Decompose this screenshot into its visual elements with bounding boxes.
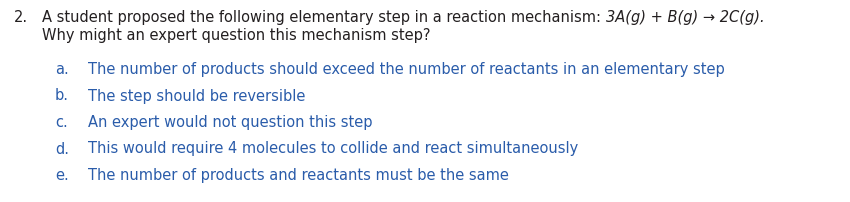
Text: c.: c. xyxy=(55,115,68,130)
Text: An expert would not question this step: An expert would not question this step xyxy=(88,115,372,130)
Text: d.: d. xyxy=(55,141,69,157)
Text: e.: e. xyxy=(55,168,69,183)
Text: b.: b. xyxy=(55,88,69,103)
Text: A student proposed the following elementary step in a reaction mechanism:: A student proposed the following element… xyxy=(42,10,605,25)
Text: The number of products and reactants must be the same: The number of products and reactants mus… xyxy=(88,168,509,183)
Text: a.: a. xyxy=(55,62,69,77)
Text: The number of products should exceed the number of reactants in an elementary st: The number of products should exceed the… xyxy=(88,62,725,77)
Text: The step should be reversible: The step should be reversible xyxy=(88,88,305,103)
Text: This would require 4 molecules to collide and react simultaneously: This would require 4 molecules to collid… xyxy=(88,141,578,157)
Text: Why might an expert question this mechanism step?: Why might an expert question this mechan… xyxy=(42,28,430,43)
Text: 3A(g) + B(g) → 2C(g).: 3A(g) + B(g) → 2C(g). xyxy=(605,10,764,25)
Text: 2.: 2. xyxy=(14,10,28,25)
